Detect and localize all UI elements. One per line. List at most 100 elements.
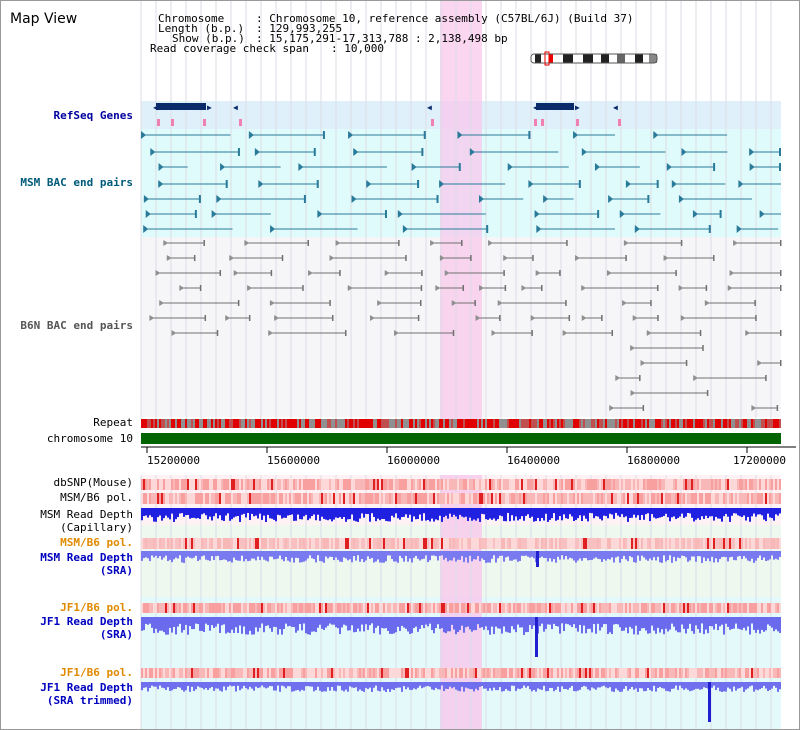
heat-cell [199,668,201,678]
heat-cell [465,493,467,504]
heat-cell [323,668,325,678]
heat-cell [703,668,705,678]
depth-bar [671,682,673,689]
heat-cell [533,479,535,490]
heat-cell [401,603,403,613]
heat-cell [219,668,221,678]
heat-cell [777,479,779,490]
heat-cell [333,479,335,490]
depth-bar [747,508,749,518]
depth-bar [721,508,723,522]
depth-bar [487,682,489,691]
depth-bar [687,551,689,562]
heat-cell [215,493,217,504]
heat-cell [401,668,403,678]
depth-bar [261,617,263,624]
heat-cell [151,538,153,549]
heat-cell [677,493,679,504]
heat-cell [355,493,357,504]
bac-end-marker [713,255,715,261]
heat-cell [313,493,315,504]
heat-cell [569,538,571,549]
heat-cell [219,479,221,490]
depth-bar [159,508,161,516]
depth-bar [227,551,229,562]
depth-bar [349,682,351,687]
repeat-element [383,419,385,428]
depth-bar [681,682,683,689]
depth-bar [463,682,465,692]
repeat-element [489,419,491,428]
depth-bar [669,551,671,556]
depth-bar [165,551,167,556]
depth-bar [513,508,515,521]
heat-cell [453,493,455,504]
heat-cell [573,479,575,490]
depth-bar [277,682,279,686]
depth-bar [371,682,373,692]
heat-cell [431,493,433,504]
heat-cell [169,538,171,549]
heat-cell [655,479,657,490]
heat-cell [431,668,433,678]
heat-cell [397,479,399,490]
repeat-element [529,419,531,428]
heat-cell [153,538,155,549]
depth-bar [329,617,331,624]
depth-bar [649,551,651,559]
depth-bar [327,617,329,626]
bac-end-marker [211,210,217,218]
repeat-element [281,419,283,428]
repeat-element [773,419,775,428]
bac-end-marker [543,195,549,203]
heat-cell [373,493,375,504]
depth-bar [687,617,689,629]
heat-cell [677,668,679,678]
depth-bar [569,617,571,626]
heat-cell [581,603,583,613]
heat-cell [451,479,453,490]
depth-bar [421,508,423,521]
heat-cell [283,603,285,613]
heat-cell [639,493,641,504]
depth-bar [589,508,591,513]
depth-bar [215,682,217,689]
heat-cell [537,493,539,504]
depth-bar [341,617,343,628]
depth-bar [455,617,457,635]
heat-cell [477,493,479,504]
depth-bar [343,551,345,558]
heat-cell [631,603,633,613]
heat-cell [483,603,485,613]
repeat-element [199,419,201,428]
repeat-element [493,419,495,428]
heat-cell [567,603,569,613]
depth-bar [761,508,763,516]
heat-cell [661,479,663,490]
heat-cell [221,603,223,613]
depth-bar [603,551,605,560]
depth-bar [701,508,703,517]
heat-cell [525,668,527,678]
bac-end-marker [575,255,581,261]
heat-cell [679,479,681,490]
heat-cell [453,538,455,549]
heat-cell [723,603,725,613]
depth-bar [425,682,427,687]
depth-bar [707,551,709,559]
depth-bar [539,682,541,690]
heat-cell [605,479,607,490]
heat-cell [357,603,359,613]
ideogram-band [573,54,583,63]
depth-bar [575,551,577,563]
heat-cell [141,603,143,613]
depth-bar [255,551,257,561]
heat-cell [495,479,497,490]
repeat-element [667,419,669,428]
heat-cell [669,538,671,549]
depth-bar [627,682,629,691]
heat-cell [309,493,311,504]
heat-cell [297,538,299,549]
depth-bar [569,682,571,688]
